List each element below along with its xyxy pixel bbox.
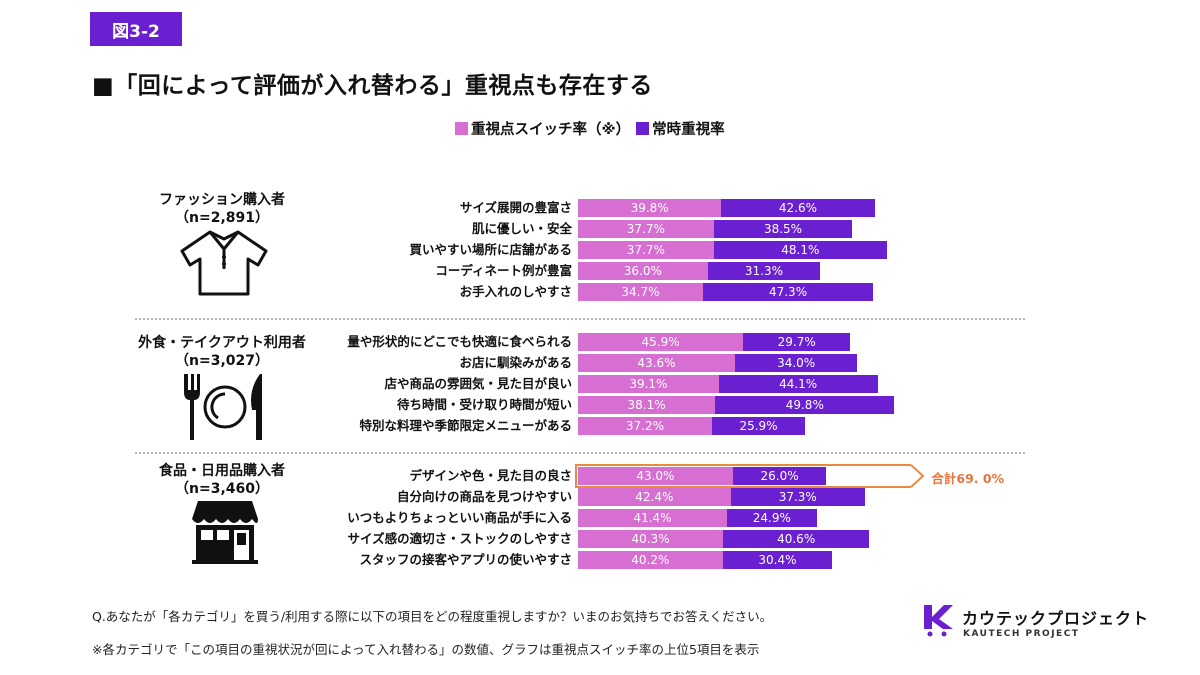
row-label: 買いやすい場所に店舗がある xyxy=(409,242,572,257)
bar-segment-constant: 38.5% xyxy=(713,220,853,238)
bar-row: お手入れのしやすさ 34.7% 47.3% xyxy=(0,283,1200,301)
row-label: コーディネート例が豊富 xyxy=(435,263,572,278)
bar-segment-switch: 39.8% xyxy=(578,199,722,217)
row-label: 量や形状的にどこでも快適に食べられる xyxy=(347,334,572,349)
note-footnote: ※各カテゴリで「この項目の重視状況が回によって入れ替わる」の数値、グラフは重視点… xyxy=(92,642,760,657)
bar-row: 自分向けの商品を見つけやすい 42.4% 37.3% xyxy=(0,488,1200,506)
category-sample-size: （n=2,891） xyxy=(175,210,269,226)
bar-segment-constant: 40.6% xyxy=(723,530,870,548)
bar-segment-constant: 24.9% xyxy=(727,509,817,527)
bar-row: サイズ感の適切さ・ストックのしやすさ 40.3% 40.6% xyxy=(0,530,1200,548)
bar-row: 特別な料理や季節限定メニューがある 37.2% 25.9% xyxy=(0,417,1200,435)
legend-label-switch: 重視点スイッチ率（※） xyxy=(471,122,631,138)
category-sample-size: （n=3,027） xyxy=(175,353,269,369)
bar-row: 待ち時間・受け取り時間が短い 38.1% 49.8% xyxy=(0,396,1200,414)
bar-segment-switch: 40.3% xyxy=(578,530,724,548)
shirt-icon xyxy=(180,230,268,296)
highlight-box xyxy=(575,464,912,488)
category-name: ファッション購入者 xyxy=(159,192,285,208)
store-icon xyxy=(192,501,258,564)
category-name: 食品・日用品購入者 xyxy=(159,463,285,479)
kautech-logo-icon xyxy=(924,605,953,637)
bar-segment-switch: 37.2% xyxy=(578,417,712,435)
bar-row: 店や商品の雰囲気・見た目が良い 39.1% 44.1% xyxy=(0,375,1200,393)
bar-segment-constant: 34.0% xyxy=(734,354,858,372)
bar-segment-constant: 30.4% xyxy=(722,551,833,569)
row-label: 特別な料理や季節限定メニューがある xyxy=(359,418,572,433)
legend-swatch-switch xyxy=(455,122,468,135)
bar-segment-switch: 43.0% xyxy=(578,467,733,485)
row-label: サイズ感の適切さ・ストックのしやすさ xyxy=(347,531,572,546)
row-label: 自分向けの商品を見つけやすい xyxy=(396,489,572,504)
bar-row: 買いやすい場所に店舗がある 37.7% 48.1% xyxy=(0,241,1200,259)
logo-name: カウテックプロジェクト xyxy=(962,609,1150,628)
bar-segment-switch: 39.1% xyxy=(578,375,719,393)
legend-label-constant: 常時重視率 xyxy=(652,122,725,138)
bar-segment-switch: 37.7% xyxy=(578,220,714,238)
category-name: 外食・テイクアウト利用者 xyxy=(138,335,306,351)
row-label: 待ち時間・受け取り時間が短い xyxy=(396,397,572,412)
bar-segment-constant: 49.8% xyxy=(715,396,895,414)
bar-row: サイズ展開の豊富さ 39.8% 42.6% xyxy=(0,199,1200,217)
row-label: 肌に優しい・安全 xyxy=(471,221,572,236)
row-label: デザインや色・見た目の良さ xyxy=(409,468,572,483)
bar-segment-constant: 48.1% xyxy=(713,241,887,259)
bar-segment-switch: 38.1% xyxy=(578,396,716,414)
row-label: お手入れのしやすさ xyxy=(459,284,572,299)
bar-segment-constant: 31.3% xyxy=(707,262,821,280)
bar-segment-constant: 44.1% xyxy=(718,375,878,393)
bar-row: コーディネート例が豊富 36.0% 31.3% xyxy=(0,262,1200,280)
question-footnote: Q.あなたが「各カテゴリ」を買う/利用する際に以下の項目をどの程度重視しますか？… xyxy=(92,609,773,624)
row-label: サイズ展開の豊富さ xyxy=(459,200,572,215)
bar-row: お店に馴染みがある 43.6% 34.0% xyxy=(0,354,1200,372)
bar-segment-switch: 41.4% xyxy=(578,509,728,527)
bar-row: スタッフの接客やアプリの使いやすさ 40.2% 30.4% xyxy=(0,551,1200,569)
bar-segment-switch: 36.0% xyxy=(578,262,708,280)
legend-swatch-constant xyxy=(636,122,650,135)
row-label: 店や商品の雰囲気・見た目が良い xyxy=(384,376,572,391)
bar-row: いつもよりちょっといい商品が手に入る 41.4% 24.9% xyxy=(0,509,1200,527)
bar-segment-switch: 40.2% xyxy=(578,551,723,569)
highlight-arrow-icon xyxy=(911,464,925,488)
fork-plate-knife-icon xyxy=(184,374,262,440)
row-label: スタッフの接客やアプリの使いやすさ xyxy=(359,552,572,567)
row-label: いつもよりちょっといい商品が手に入る xyxy=(347,510,572,525)
bar-row: 肌に優しい・安全 37.7% 38.5% xyxy=(0,220,1200,238)
page-title: ■「回によって評価が入れ替わる」重視点も存在する xyxy=(92,73,653,99)
legend-item-switch: 重視点スイッチ率（※） xyxy=(455,118,630,139)
bar-segment-constant: 47.3% xyxy=(702,283,874,301)
bar-row: デザインや色・見た目の良さ 43.0% 26.0% xyxy=(0,467,1200,485)
group-separator xyxy=(135,318,1025,320)
legend-item-constant: 常時重視率 xyxy=(636,118,725,139)
bar-segment-constant: 29.7% xyxy=(743,333,851,351)
bar-segment-switch: 37.7% xyxy=(578,241,714,259)
group-separator xyxy=(135,452,1025,454)
bar-segment-switch: 45.9% xyxy=(578,333,744,351)
bar-segment-constant: 26.0% xyxy=(732,467,827,485)
row-label: お店に馴染みがある xyxy=(459,355,572,370)
bar-segment-switch: 43.6% xyxy=(578,354,735,372)
bar-segment-switch: 42.4% xyxy=(578,488,731,506)
bar-segment-constant: 25.9% xyxy=(711,417,806,435)
bar-row: 量や形状的にどこでも快適に食べられる 45.9% 29.7% xyxy=(0,333,1200,351)
figure-badge: 図3-2 xyxy=(90,12,182,46)
bar-segment-constant: 37.3% xyxy=(730,488,865,506)
bar-segment-switch: 34.7% xyxy=(578,283,703,301)
bar-segment-constant: 42.6% xyxy=(721,199,875,217)
highlight-total-label: 合計69. 0% xyxy=(931,471,1005,486)
category-sample-size: （n=3,460） xyxy=(175,481,269,497)
chart-legend: 重視点スイッチ率（※） 常時重視率 xyxy=(455,118,731,139)
logo-sub: KAUTECH PROJECT xyxy=(963,629,1080,639)
